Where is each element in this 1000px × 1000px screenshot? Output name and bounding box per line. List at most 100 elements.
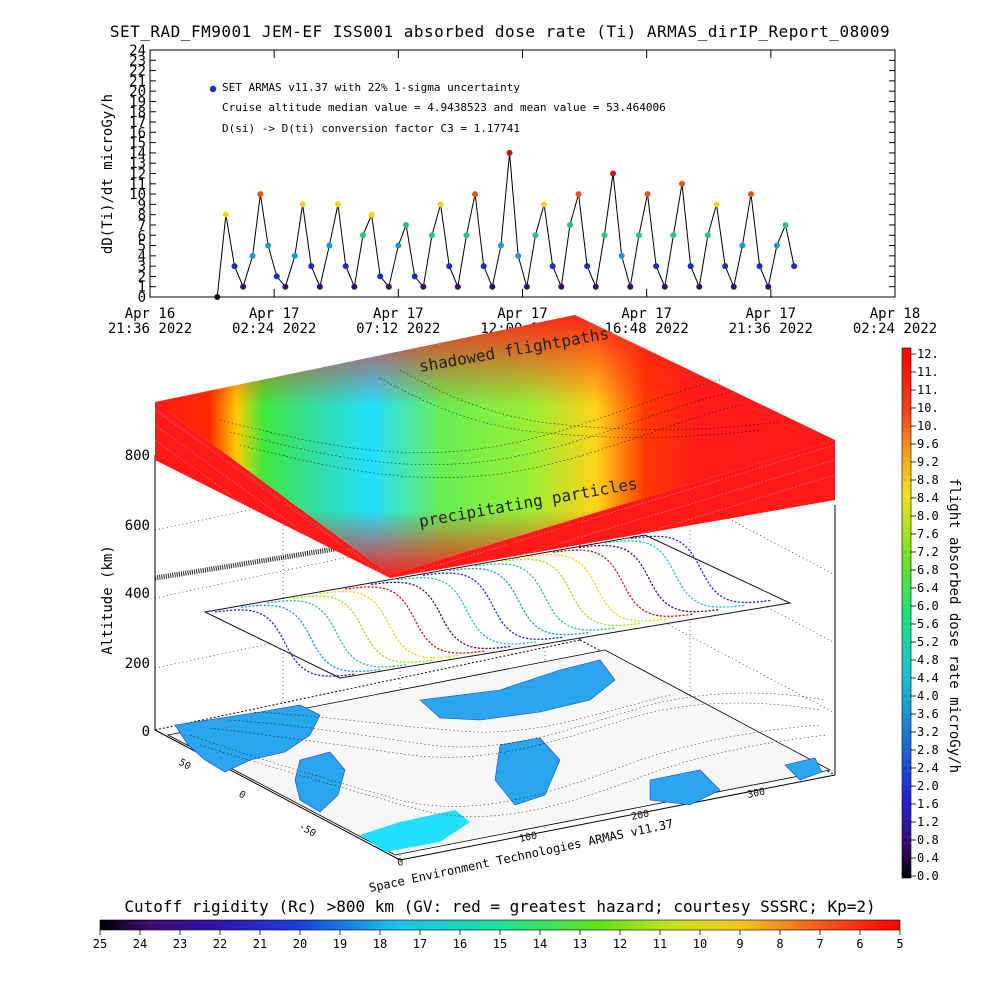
top-y-tick-label: 21 — [129, 74, 146, 90]
top-x-tick-label: 16:48 2022 — [605, 321, 689, 337]
colorbar-tick-label: 6.0 — [917, 599, 939, 613]
colorbar-label: flight absorbed dose rate microGy/h — [946, 478, 962, 773]
dose-point — [222, 211, 229, 218]
flight-track — [396, 577, 538, 645]
colorbar-tick-label: 11. — [917, 383, 939, 397]
lon-tick-300: 300 — [746, 786, 766, 801]
radiation-slab: shadowed flightpaths precipitating parti… — [154, 315, 836, 611]
rigidity-tick-label: 13 — [573, 937, 587, 951]
colorbar-tick-label: 8.8 — [917, 473, 939, 487]
dose-point — [549, 263, 556, 270]
colorbar-tick-label: 12. — [917, 347, 939, 361]
flight-path-surface — [154, 534, 792, 679]
altitude-ticks: 800 600 400 200 0 — [125, 448, 150, 740]
dose-point — [240, 283, 247, 290]
top-y-tick-label: 20 — [129, 84, 146, 100]
dose-point — [541, 201, 548, 208]
dose-point — [480, 263, 487, 270]
dose-point — [713, 201, 720, 208]
annotation-3: D(si) -> D(ti) conversion factor C3 = 1.… — [222, 122, 520, 135]
flight-track — [240, 604, 382, 673]
alt-tick-600: 600 — [125, 518, 150, 534]
dose-point — [265, 242, 272, 249]
rigidity-tick-label: 20 — [293, 937, 307, 951]
dose-point — [601, 232, 608, 239]
top-y-tick-label: 8 — [138, 208, 146, 224]
dose-point — [687, 263, 694, 270]
colorbar-tick-label: 0.0 — [917, 869, 939, 883]
colorbar-tick-label: 8.0 — [917, 509, 939, 523]
dose-point — [411, 273, 418, 280]
dose-point — [282, 283, 289, 290]
dose-point — [635, 232, 642, 239]
top-x-tick-label: Apr 16 — [125, 306, 176, 322]
dose-point — [515, 252, 522, 259]
dose-point — [532, 232, 539, 239]
colorbar-tick-label: 11. — [917, 365, 939, 379]
top-y-tick-label: 16 — [129, 125, 146, 141]
dose-point — [351, 283, 358, 290]
flight-track — [422, 572, 564, 640]
altitude-axis-label: Altitude (km) — [100, 545, 116, 655]
dose-point — [592, 283, 599, 290]
top-x-tick-label: Apr 17 — [621, 306, 672, 322]
colorbar-tick-label: 0.4 — [917, 851, 939, 865]
top-y-tick-label: 9 — [138, 197, 146, 213]
top-x-tick-label: Apr 17 — [373, 306, 424, 322]
annotation-1: SET ARMAS v11.37 with 22% 1-sigma uncert… — [222, 81, 520, 94]
dose-point — [368, 211, 375, 218]
altitude-3d-view: 50 0 -50 0 100 200 300 — [100, 315, 836, 895]
top-x-tick-label: Apr 18 — [870, 306, 921, 322]
dose-point — [454, 283, 461, 290]
top-y-tick-label: 7 — [138, 218, 146, 234]
top-x-tick-label: 21:36 2022 — [729, 321, 813, 337]
dose-point — [463, 232, 470, 239]
lon-tick-0: 0 — [396, 857, 404, 869]
colorbar-tick-label: 9.2 — [917, 455, 939, 469]
colorbar-tick-label: 10. — [917, 419, 939, 433]
dose-colorbar: 12. 11. 11. 10. 10. 9.6 9.2 8.8 8.4 8.0 7.6 7.2 6.8 6… — [901, 347, 962, 883]
dose-point — [523, 283, 530, 290]
dose-point — [342, 263, 349, 270]
dose-point — [395, 242, 402, 249]
dose-point — [739, 242, 746, 249]
dose-point — [428, 232, 435, 239]
lon-tick-100: 100 — [518, 830, 538, 845]
dose-rate-timeseries: 0123456789101112131415161718192021222324… — [100, 43, 937, 337]
dose-point — [748, 191, 755, 198]
top-y-tick-label: 3 — [138, 259, 146, 275]
rigidity-tick-label: 17 — [413, 937, 427, 951]
rigidity-tick-label: 12 — [613, 937, 627, 951]
top-x-tick-label: Apr 17 — [746, 306, 797, 322]
top-x-tick-label: Apr 17 — [497, 306, 548, 322]
top-y-tick-label: 19 — [129, 94, 146, 110]
alt-tick-400: 400 — [125, 586, 150, 602]
colorbar-tick-label: 3.6 — [917, 707, 939, 721]
dose-point — [627, 283, 634, 290]
top-y-tick-label: 14 — [129, 146, 146, 162]
top-y-tick-label: 2 — [138, 269, 146, 285]
lat-tick-minus50: -50 — [297, 821, 318, 840]
dose-point — [291, 252, 298, 259]
rigidity-tick-label: 6 — [856, 937, 863, 951]
alt-tick-200: 200 — [125, 656, 150, 672]
flight-track — [604, 540, 746, 608]
dose-point — [566, 221, 573, 228]
rigidity-tick-label: 15 — [493, 937, 507, 951]
colorbar-tick-label: 10. — [917, 401, 939, 415]
dose-point — [359, 232, 366, 239]
dose-point — [791, 263, 798, 270]
flight-track — [630, 535, 772, 604]
dose-point — [661, 283, 668, 290]
rigidity-label: Cutoff rigidity (Rc) >800 km (GV: red = … — [124, 897, 875, 916]
flight-track — [370, 581, 512, 650]
colorbar-tick-label: 0.8 — [917, 833, 939, 847]
flight-track — [318, 590, 460, 659]
dose-point — [765, 283, 772, 290]
dose-point — [722, 263, 729, 270]
colorbar-tick-label: 7.2 — [917, 545, 939, 559]
dose-point — [334, 201, 341, 208]
